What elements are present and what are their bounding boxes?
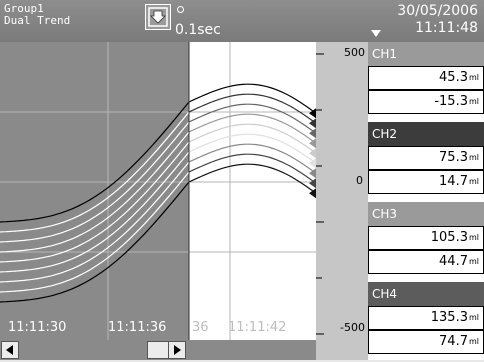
group-name: Group1 [4, 2, 44, 15]
live-region [189, 42, 316, 340]
live-curve [188, 153, 316, 184]
history-curve [0, 171, 190, 293]
channel-marker [309, 178, 316, 189]
channel-marker [309, 168, 316, 179]
channel-2-header[interactable]: CH2 [368, 122, 484, 146]
channel-3-value-high: 105.3ml [368, 226, 484, 250]
time-label-3: 36 [192, 320, 209, 335]
channel-marker [309, 148, 316, 159]
channel-4-value-low: 74.7ml [368, 330, 484, 354]
scroll-right-button[interactable] [168, 341, 186, 359]
live-curve [188, 133, 316, 164]
channel-1-header[interactable]: CH1 [368, 42, 484, 66]
grid-lines [0, 42, 316, 340]
trend-chart[interactable] [0, 42, 316, 340]
history-curve [0, 111, 190, 233]
triangle-down-icon [371, 30, 381, 37]
sample-rate: 0.1sec [175, 22, 221, 38]
scroll-left-button[interactable] [1, 341, 19, 359]
history-curves [0, 101, 190, 303]
history-region [0, 42, 189, 340]
channel-1-value-high: 45.3ml [368, 66, 484, 90]
time-label-2: 11:11:36 [108, 320, 167, 335]
channel-marker [309, 118, 316, 129]
history-curve [0, 131, 190, 253]
arrow-right-icon [174, 345, 181, 355]
save-button[interactable] [145, 4, 171, 30]
current-date: 30/05/2006 [397, 3, 478, 19]
scale-min-label: -500 [340, 321, 365, 334]
live-curve [188, 163, 316, 194]
scroll-thumb-icon[interactable] [147, 341, 169, 359]
time-label-4: 11:11:42 [228, 320, 287, 335]
scale-zero-label: 0 [356, 174, 363, 187]
channel-1-value-low: -15.3ml [368, 90, 484, 114]
history-curve [0, 181, 190, 303]
display-mode: Dual Trend [4, 14, 71, 27]
channel-marker [309, 188, 316, 199]
save-download-icon [148, 7, 168, 27]
history-curve [0, 101, 190, 223]
channel-3-header[interactable]: CH3 [368, 202, 484, 226]
channel-2-value-high: 75.3ml [368, 146, 484, 170]
live-curves [188, 83, 316, 199]
channel-marker [309, 138, 316, 149]
channel-4-header[interactable]: CH4 [368, 282, 484, 306]
time-label-1: 11:11:30 [8, 320, 67, 335]
history-curve [0, 151, 190, 273]
channel-marker [309, 128, 316, 139]
history-curve [0, 141, 190, 263]
history-curve [0, 161, 190, 283]
history-curve [0, 121, 190, 243]
live-curve [188, 83, 316, 114]
live-curve [188, 113, 316, 144]
live-curve [188, 103, 316, 134]
arrow-left-icon [6, 345, 13, 355]
channel-3-value-low: 44.7ml [368, 250, 484, 274]
channel-4-value-high: 135.3ml [368, 306, 484, 330]
channel-panel: CH1 45.3ml -15.3ml CH2 75.3ml 14.7ml CH3… [368, 42, 484, 360]
live-curve [188, 93, 316, 124]
live-curve [188, 143, 316, 174]
current-time: 11:11:48 [415, 20, 478, 36]
live-curve [188, 123, 316, 154]
channel-marker [309, 158, 316, 169]
channel-marker [309, 108, 316, 119]
status-header: Group1 Dual Trend 0.1sec 30/05/2006 11:1… [0, 0, 484, 42]
channel-2-value-low: 14.7ml [368, 170, 484, 194]
scale-ticks [316, 53, 324, 335]
scale-max-label: 500 [344, 46, 365, 59]
status-lamp-icon [177, 6, 184, 13]
value-scale: 500 0 -500 [316, 42, 368, 360]
